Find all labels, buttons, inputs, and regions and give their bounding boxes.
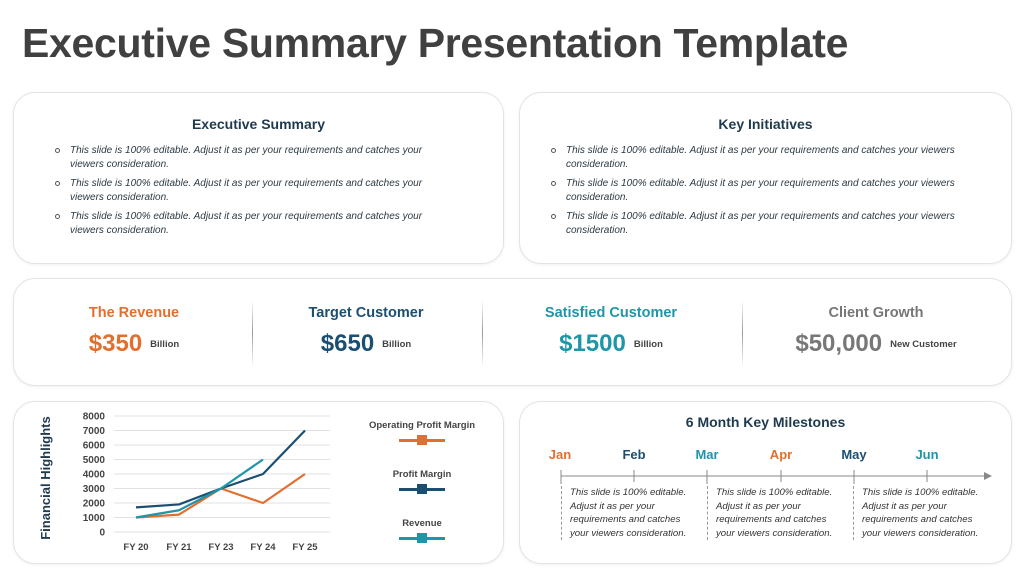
- kpi-client-growth: Client Growth $50,000 New Customer: [776, 279, 976, 385]
- bullet-icon: [551, 181, 556, 186]
- chart-y-axis-title: Financial Highlights: [38, 416, 53, 540]
- milestone-note-jan: This slide is 100% editable. Adjust it a…: [561, 486, 689, 541]
- kpi-value: $650: [320, 330, 375, 357]
- milestone-month-jan: Jan: [548, 447, 572, 462]
- kpi-value: $1500: [559, 330, 626, 357]
- legend-line-icon: [399, 435, 445, 445]
- bullet-icon: [55, 181, 60, 186]
- kpi-strip: The Revenue $350 Billion Target Customer …: [13, 278, 1012, 386]
- kpi-label: Satisfied Customer: [544, 305, 678, 321]
- divider: [742, 299, 743, 367]
- bullet-icon: [55, 148, 60, 153]
- legend-item-operating-profit-margin: Operating Profit Margin: [354, 420, 490, 445]
- kpi-unit: Billion: [382, 338, 412, 350]
- list-item: This slide is 100% editable. Adjust it a…: [52, 144, 443, 171]
- legend-line-icon: [399, 484, 445, 494]
- list-item: This slide is 100% editable. Adjust it a…: [52, 177, 443, 204]
- legend-item-revenue: Revenue: [354, 518, 490, 543]
- executive-summary-title: Executive Summary: [191, 116, 326, 132]
- kpi-revenue: The Revenue $350 Billion: [34, 279, 234, 385]
- kpi-unit: Billion: [150, 338, 180, 350]
- kpi-label: Client Growth: [828, 305, 924, 321]
- milestone-month-feb: Feb: [622, 447, 646, 462]
- divider: [482, 299, 483, 367]
- kpi-unit: Billion: [633, 338, 663, 350]
- kpi-satisfied-customer: Satisfied Customer $1500 Billion: [511, 279, 711, 385]
- page-title: Executive Summary Presentation Template: [22, 20, 849, 66]
- kpi-label: The Revenue: [88, 305, 180, 321]
- bullet-icon: [55, 214, 60, 219]
- kpi-value: $350: [88, 330, 143, 357]
- executive-summary-list: This slide is 100% editable. Adjust it a…: [52, 144, 443, 237]
- bullet-icon: [551, 214, 556, 219]
- legend-line-icon: [399, 533, 445, 543]
- legend-item-profit-margin: Profit Margin: [354, 469, 490, 494]
- key-initiatives-card: Key Initiatives This slide is 100% edita…: [519, 92, 1012, 264]
- milestone-month-apr: Apr: [769, 447, 793, 462]
- list-item: This slide is 100% editable. Adjust it a…: [52, 210, 443, 237]
- kpi-label: Target Customer: [308, 305, 424, 321]
- milestone-note-may: This slide is 100% editable. Adjust it a…: [853, 486, 981, 541]
- milestones-card: 6 Month Key Milestones: [519, 401, 1012, 564]
- divider: [252, 299, 253, 367]
- kpi-target-customer: Target Customer $650 Billion: [266, 279, 466, 385]
- key-initiatives-title: Key Initiatives: [718, 116, 813, 132]
- kpi-value: $50,000: [795, 330, 883, 357]
- milestones-title: 6 Month Key Milestones: [685, 414, 846, 430]
- key-initiatives-list: This slide is 100% editable. Adjust it a…: [548, 144, 971, 237]
- milestone-month-mar: Mar: [695, 447, 719, 462]
- list-item: This slide is 100% editable. Adjust it a…: [548, 144, 971, 171]
- bullet-icon: [551, 148, 556, 153]
- milestone-note-mar: This slide is 100% editable. Adjust it a…: [707, 486, 835, 541]
- list-item: This slide is 100% editable. Adjust it a…: [548, 177, 971, 204]
- list-item: This slide is 100% editable. Adjust it a…: [548, 210, 971, 237]
- milestone-month-jun: Jun: [915, 447, 939, 462]
- kpi-unit: New Customer: [890, 338, 957, 350]
- executive-summary-card: Executive Summary This slide is 100% edi…: [13, 92, 504, 264]
- milestone-month-may: May: [841, 447, 867, 462]
